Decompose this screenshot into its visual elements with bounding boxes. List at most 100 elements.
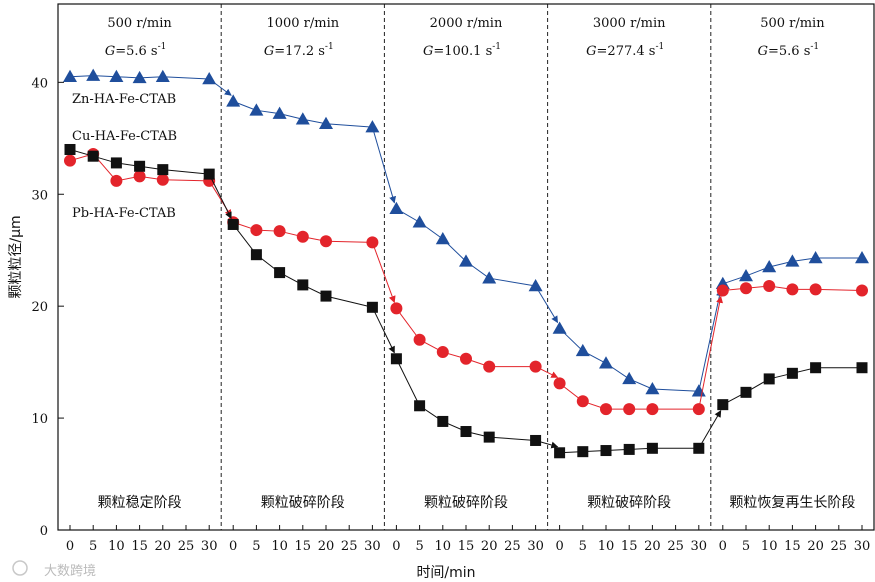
data-point [740, 282, 752, 295]
data-point [365, 120, 380, 133]
data-point [297, 279, 309, 291]
data-point [739, 268, 753, 282]
data-point [435, 232, 450, 245]
data-point [86, 68, 101, 81]
data-point [134, 160, 146, 172]
x-tick-label: 20 [155, 539, 172, 554]
data-point [412, 215, 427, 228]
y-tick-label: 10 [31, 412, 48, 427]
series-line [233, 100, 373, 128]
watermark-logo-icon [12, 560, 28, 576]
y-axis-title: 颗粒粒径/μm [8, 215, 24, 298]
transition-arrow [535, 366, 559, 378]
phase-name: 颗粒恢复再生长阶段 [729, 494, 855, 511]
data-point [296, 230, 309, 243]
x-tick-label: 30 [527, 539, 544, 554]
data-point [133, 170, 146, 183]
x-tick-label: 15 [621, 539, 638, 554]
x-tick-label: 10 [598, 539, 615, 554]
data-point [855, 251, 869, 264]
data-point [483, 360, 496, 373]
data-point [763, 280, 776, 293]
x-tick-label: 20 [644, 539, 661, 554]
x-tick-label: 25 [504, 539, 521, 554]
series-layer [63, 68, 869, 459]
x-tick-label: 25 [667, 539, 684, 554]
data-point [132, 70, 147, 84]
data-point [645, 381, 660, 395]
x-tick-label: 30 [854, 539, 871, 554]
phase-speed: 3000 r/min [593, 16, 666, 31]
phase-shear-rate: G=17.2 s-1 [264, 42, 334, 59]
series-line [395, 308, 536, 368]
data-point [414, 400, 426, 412]
data-point [226, 94, 241, 107]
x-tick-label: 25 [831, 539, 848, 554]
transition-arrow [535, 285, 559, 324]
data-point [528, 279, 543, 292]
x-tick-label: 5 [252, 539, 260, 554]
series-label: Zn-HA-Fe-CTAB [72, 92, 176, 107]
x-tick-label: 5 [415, 539, 423, 554]
data-point [155, 69, 170, 82]
data-point [646, 403, 659, 416]
data-point [272, 106, 287, 119]
phase-speed: 500 r/min [760, 16, 825, 31]
phase-name: 颗粒破碎阶段 [587, 495, 671, 511]
data-point [109, 69, 124, 82]
transition-arrow [371, 307, 395, 354]
data-point [274, 267, 286, 279]
data-point [786, 283, 799, 296]
x-tick-label: 0 [229, 539, 237, 554]
data-point [390, 302, 403, 315]
transition-arrow [535, 439, 559, 449]
y-tick-label: 40 [31, 76, 48, 91]
x-tick-label: 20 [807, 539, 824, 554]
data-point [717, 399, 729, 411]
x-tick-label: 10 [271, 539, 288, 554]
transition-arrow [698, 410, 722, 449]
phase-speed: 500 r/min [107, 16, 172, 31]
x-tick-label: 15 [131, 539, 148, 554]
data-point [64, 143, 76, 155]
series-label: Pb-HA-Fe-CTAB [72, 206, 176, 221]
series-label: Cu-HA-Fe-CTAB [72, 129, 177, 144]
data-point [320, 235, 332, 248]
phase-name: 颗粒破碎阶段 [424, 495, 508, 511]
phase-name: 颗粒破碎阶段 [261, 495, 345, 511]
x-tick-label: 30 [691, 539, 708, 554]
phase-speed: 1000 r/min [266, 16, 339, 31]
x-tick-label: 0 [392, 539, 400, 554]
x-tick-label: 20 [318, 539, 335, 554]
plot-frame [57, 3, 875, 531]
data-point [389, 201, 404, 215]
data-point [319, 116, 333, 129]
data-point [763, 373, 775, 385]
data-point [295, 112, 310, 125]
transition-arrow [698, 295, 724, 410]
data-point [320, 290, 332, 302]
x-tick-label: 5 [579, 539, 587, 554]
series-line [559, 328, 699, 392]
x-axis-title: 时间/min [416, 565, 475, 581]
data-point [460, 352, 472, 365]
data-point [622, 371, 637, 385]
x-tick-label: 5 [742, 539, 750, 554]
data-point [575, 343, 590, 357]
x-tick-label: 0 [66, 539, 74, 554]
phase-shear-rate: G=5.6 s-1 [105, 42, 167, 59]
x-tick-label: 5 [89, 539, 97, 554]
transition-arrow [208, 173, 232, 220]
data-point [436, 346, 449, 359]
data-point [227, 218, 239, 230]
x-tick-label: 10 [435, 539, 452, 554]
data-point [810, 362, 822, 374]
x-tick-label: 0 [719, 539, 727, 554]
data-point [390, 353, 402, 365]
data-point [599, 356, 613, 369]
data-point [157, 164, 169, 176]
data-point [856, 362, 868, 374]
